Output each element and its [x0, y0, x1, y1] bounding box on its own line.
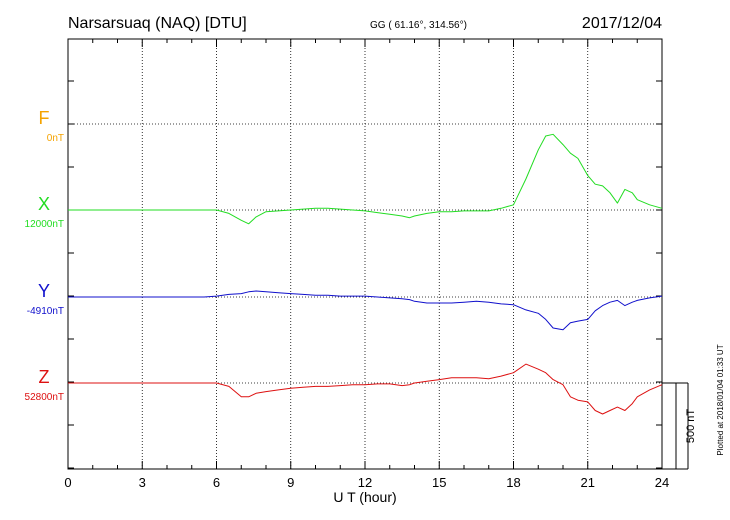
x-tick-label: 9 [287, 475, 294, 490]
plot-frame [67, 38, 663, 470]
baseline-label-f: 0nT [47, 133, 64, 144]
plotted-note: Plotted at 2018/01/04 01:33 UT [716, 344, 725, 455]
station-title: Narsarsuaq (NAQ) [DTU] [68, 15, 247, 32]
grid-lines [68, 39, 662, 469]
channel-label-z: Z [39, 367, 50, 387]
x-tick-label: 24 [655, 475, 669, 490]
baseline-label-x: 12000nT [25, 219, 64, 230]
coordinates-label: GG ( 61.16°, 314.56°) [370, 20, 467, 31]
scale-bar-label: 500 nT [685, 409, 697, 444]
series-line-z [68, 363, 663, 415]
x-tick-label: 15 [432, 475, 446, 490]
date-label: 2017/12/04 [582, 15, 662, 32]
x-tick-labels: 0 3 6 9 12 15 18 21 24 [64, 475, 669, 490]
x-axis-label: U T (hour) [333, 489, 396, 505]
channel-label-y: Y [38, 281, 50, 301]
x-tick-label: 21 [581, 475, 595, 490]
baseline-label-y: -4910nT [27, 306, 64, 317]
x-tick-label: 18 [506, 475, 520, 490]
x-tick-label: 3 [139, 475, 146, 490]
axis-ticks [67, 39, 663, 469]
x-tick-label: 0 [64, 475, 71, 490]
series-traces [68, 133, 663, 415]
series-line-x [68, 133, 663, 225]
channel-label-f: F [39, 108, 50, 128]
x-tick-label: 6 [213, 475, 220, 490]
channel-label-x: X [38, 194, 50, 214]
x-tick-label: 12 [358, 475, 372, 490]
baseline-label-z: 52800nT [25, 392, 64, 403]
series-line-y [68, 290, 663, 331]
scale-bar [662, 382, 689, 470]
